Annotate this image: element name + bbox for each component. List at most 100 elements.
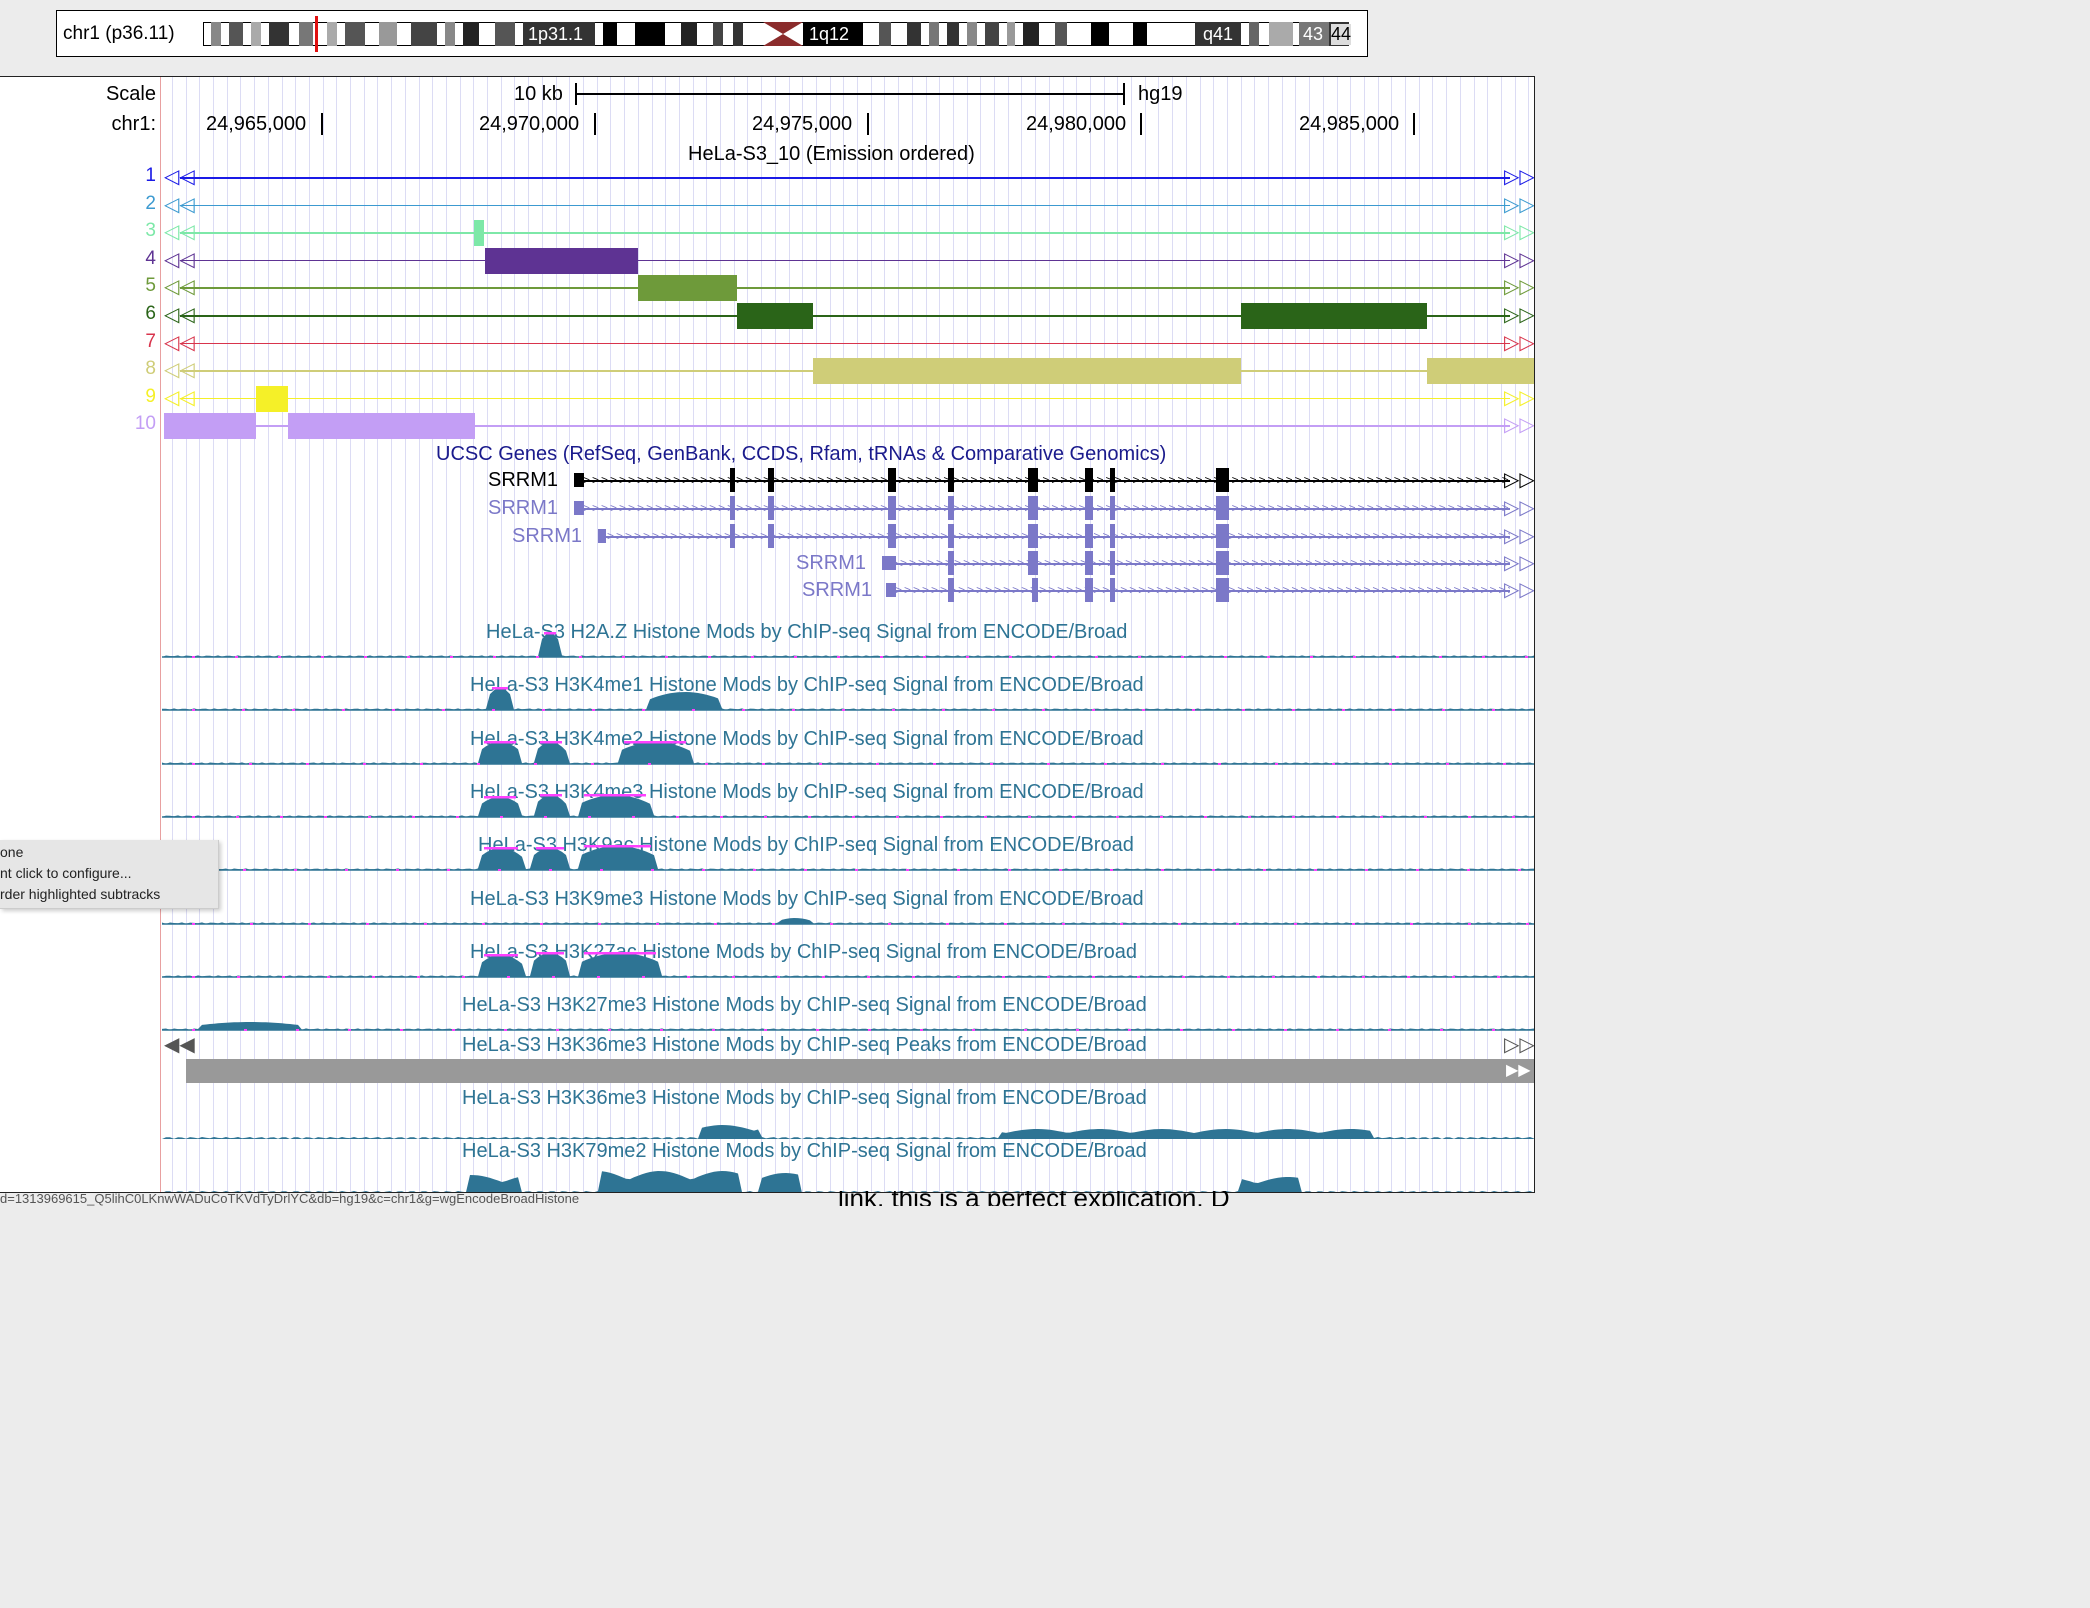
right-arrow-icon[interactable]: ▷▷ (1504, 414, 1535, 437)
genes-track-title[interactable]: UCSC Genes (RefSeq, GenBank, CCDS, Rfam,… (436, 443, 1167, 465)
right-arrow-icon[interactable]: ▷▷ (1504, 1034, 1535, 1056)
signal-track-title[interactable]: HeLa-S3 H3K27me3 Histone Mods by ChIP-se… (462, 994, 1147, 1017)
gene-exon[interactable] (768, 468, 774, 492)
signal-track-title[interactable]: HeLa-S3 H3K36me3 Histone Mods by ChIP-se… (462, 1087, 1147, 1109)
state-block[interactable] (638, 275, 737, 302)
genome-browser-image[interactable]: Scale chr1: 10 kb hg19 24,965,000 24,970… (0, 76, 1535, 1193)
gene-exon[interactable] (948, 551, 954, 575)
gene-exon[interactable] (1085, 578, 1093, 602)
state-block[interactable] (813, 358, 1241, 385)
left-arrow-icon[interactable]: ◁◁ (164, 221, 195, 244)
state-block[interactable] (737, 303, 813, 329)
state-block[interactable] (485, 247, 638, 274)
state-block[interactable] (288, 413, 475, 440)
peak-block[interactable] (186, 1059, 1534, 1083)
left-arrow-icon[interactable]: ◁◁ (164, 359, 195, 382)
gene-exon[interactable] (1028, 496, 1038, 520)
gene-exon[interactable] (888, 496, 896, 520)
right-arrow-icon[interactable]: ▷▷ (1504, 386, 1535, 409)
gene-exon[interactable] (1085, 496, 1093, 520)
right-arrow-icon[interactable]: ▷▷ (1504, 331, 1535, 354)
gene-exon[interactable] (1032, 578, 1038, 602)
right-arrow-icon[interactable]: ▷▷ (1504, 193, 1535, 216)
gene-exon[interactable] (1216, 496, 1229, 520)
gene-label-srrm1[interactable]: SRRM1 (488, 469, 559, 491)
right-arrow-icon[interactable]: ▷▷ (1504, 497, 1535, 519)
gene-exon[interactable] (948, 468, 954, 492)
signal-wiggle[interactable] (162, 894, 1534, 934)
left-arrow-icon[interactable]: ◁◁ (164, 193, 195, 216)
right-arrow-icon[interactable]: ▷▷ (1504, 166, 1535, 188)
signal-wiggle[interactable] (162, 627, 1534, 667)
menu-item[interactable]: one (0, 844, 24, 860)
state-block[interactable] (256, 385, 288, 412)
signal-track-title[interactable]: HeLa-S3 H3K4me1 Histone Mods by ChIP-seq… (470, 674, 1144, 697)
peaks-track-title[interactable]: HeLa-S3 H3K36me3 Histone Mods by ChIP-se… (462, 1034, 1147, 1056)
signal-track-title[interactable]: HeLa-S3 H3K4me3 Histone Mods by ChIP-seq… (470, 780, 1144, 803)
gene-exon[interactable] (948, 524, 954, 548)
menu-item-configure[interactable]: nt click to configure... (0, 865, 132, 881)
gene-label-srrm1[interactable]: SRRM1 (802, 579, 873, 601)
right-arrow-icon[interactable]: ▷▷ (1504, 221, 1535, 244)
gene-exon[interactable] (1110, 524, 1115, 548)
menu-item-reorder[interactable]: rder highlighted subtracks (0, 886, 161, 902)
left-arrow-icon[interactable]: ◁◁ (164, 304, 195, 326)
state-block[interactable] (474, 220, 484, 247)
gene-exon[interactable] (1110, 578, 1115, 602)
signal-track-title[interactable]: HeLa-S3 H3K79me2 Histone Mods by ChIP-se… (462, 1140, 1147, 1162)
gene-exon[interactable] (574, 473, 584, 487)
signal-wiggle[interactable] (162, 680, 1534, 720)
gene-exon[interactable] (730, 524, 735, 548)
gene-exon[interactable] (882, 556, 896, 570)
gene-label-srrm1[interactable]: SRRM1 (796, 552, 867, 574)
chromosome-ideogram[interactable]: chr1 (p36.11) (56, 10, 1368, 57)
gene-exon[interactable] (574, 501, 584, 515)
gene-exon[interactable] (1216, 524, 1229, 548)
gene-exon[interactable] (1028, 524, 1038, 548)
gene-exon[interactable] (1216, 468, 1229, 492)
gene-exon[interactable] (1085, 551, 1093, 575)
right-arrow-icon[interactable]: ▷▷ (1504, 525, 1535, 547)
gene-exon[interactable] (730, 496, 735, 520)
gene-exon[interactable] (598, 529, 606, 543)
gene-exon[interactable] (1110, 468, 1115, 492)
gene-exon[interactable] (1216, 578, 1229, 602)
signal-wiggle[interactable] (162, 1163, 1534, 1193)
signal-track-title[interactable]: HeLa-S3 H2A.Z Histone Mods by ChIP-seq S… (486, 621, 1128, 643)
state-block[interactable] (1241, 303, 1427, 329)
signal-wiggle[interactable] (162, 840, 1534, 880)
left-arrow-icon[interactable]: ◁◁ (164, 276, 195, 299)
signal-wiggle[interactable] (162, 734, 1534, 774)
gene-exon[interactable] (768, 524, 774, 548)
signal-wiggle[interactable] (162, 1000, 1534, 1040)
gene-exon[interactable] (888, 468, 896, 492)
left-arrow-icon[interactable]: ◀◀ (164, 1034, 195, 1056)
state-block[interactable] (1427, 358, 1534, 385)
left-arrow-icon[interactable]: ◁◁ (164, 386, 195, 409)
gene-exon[interactable] (886, 583, 896, 597)
right-arrow-icon[interactable]: ▷▷ (1504, 579, 1535, 601)
right-arrow-icon[interactable]: ▷▷ (1504, 552, 1535, 574)
gene-exon[interactable] (768, 496, 774, 520)
signal-wiggle[interactable] (162, 947, 1534, 987)
gene-exon[interactable] (730, 468, 735, 492)
gene-exon[interactable] (1216, 551, 1229, 575)
signal-wiggle[interactable] (162, 1109, 1534, 1149)
left-arrow-icon[interactable]: ◁◁ (164, 248, 195, 271)
right-arrow-icon[interactable]: ▷▷ (1504, 276, 1535, 299)
right-arrow-icon[interactable]: ▷▷ (1504, 304, 1535, 326)
ideogram-bands[interactable]: 1p31.1 1q12 q41 43 44 (203, 16, 1352, 52)
state-block[interactable] (164, 413, 256, 440)
left-arrow-icon[interactable]: ◁◁ (164, 166, 195, 188)
gene-exon[interactable] (948, 496, 954, 520)
gene-exon[interactable] (1110, 551, 1115, 575)
signal-track-title[interactable]: HeLa-S3 H3K9me3 Histone Mods by ChIP-seq… (470, 887, 1144, 910)
signal-wiggle[interactable] (162, 787, 1534, 827)
right-arrow-icon[interactable]: ▷▷ (1504, 469, 1535, 491)
context-menu[interactable]: one nt click to configure... rder highli… (0, 840, 219, 909)
gene-label-srrm1[interactable]: SRRM1 (488, 497, 559, 519)
gene-exon[interactable] (1028, 468, 1038, 492)
segmentation-track-title[interactable]: HeLa-S3_10 (Emission ordered) (688, 143, 975, 165)
gene-exon[interactable] (1085, 468, 1093, 492)
gene-exon[interactable] (948, 578, 954, 602)
